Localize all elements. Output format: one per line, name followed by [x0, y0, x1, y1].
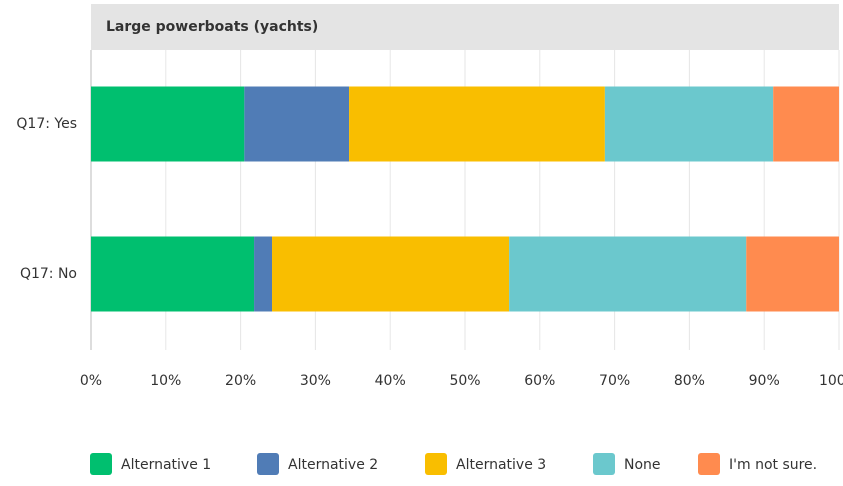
title-bar [91, 4, 839, 50]
x-tick-label: 10% [150, 373, 181, 389]
x-tick-label: 90% [749, 373, 780, 389]
legend-swatch [257, 453, 279, 475]
legend-label: Alternative 1 [121, 457, 211, 473]
bar-segment [349, 86, 605, 162]
legend-swatch [90, 453, 112, 475]
x-tick-label: 30% [300, 373, 331, 389]
x-tick-label: 100% [819, 373, 843, 389]
legend-swatch [698, 453, 720, 475]
x-tick-label: 0% [80, 373, 102, 389]
bar-segment [244, 86, 350, 162]
bar-segment [272, 236, 510, 312]
chart-title: Large powerboats (yachts) [106, 19, 318, 35]
legend-swatch [425, 453, 447, 475]
bar-segment [91, 86, 245, 162]
x-tick-label: 20% [225, 373, 256, 389]
bar-segment [509, 236, 747, 312]
bar-segment [746, 236, 839, 312]
bar-segment [604, 86, 774, 162]
x-tick-label: 80% [674, 373, 705, 389]
bar-segment [254, 236, 273, 312]
x-tick-label: 60% [524, 373, 555, 389]
y-tick-label: Q17: No [20, 266, 77, 282]
bar-segment [91, 236, 255, 312]
legend-label: Alternative 2 [288, 457, 378, 473]
legend-label: Alternative 3 [456, 457, 546, 473]
x-tick-label: 40% [375, 373, 406, 389]
x-tick-label: 50% [449, 373, 480, 389]
x-tick-label: 70% [599, 373, 630, 389]
y-tick-label: Q17: Yes [16, 116, 77, 132]
legend-swatch [593, 453, 615, 475]
legend-label: I'm not sure. [729, 457, 817, 473]
bar-segment [773, 86, 839, 162]
legend-label: None [624, 457, 661, 473]
